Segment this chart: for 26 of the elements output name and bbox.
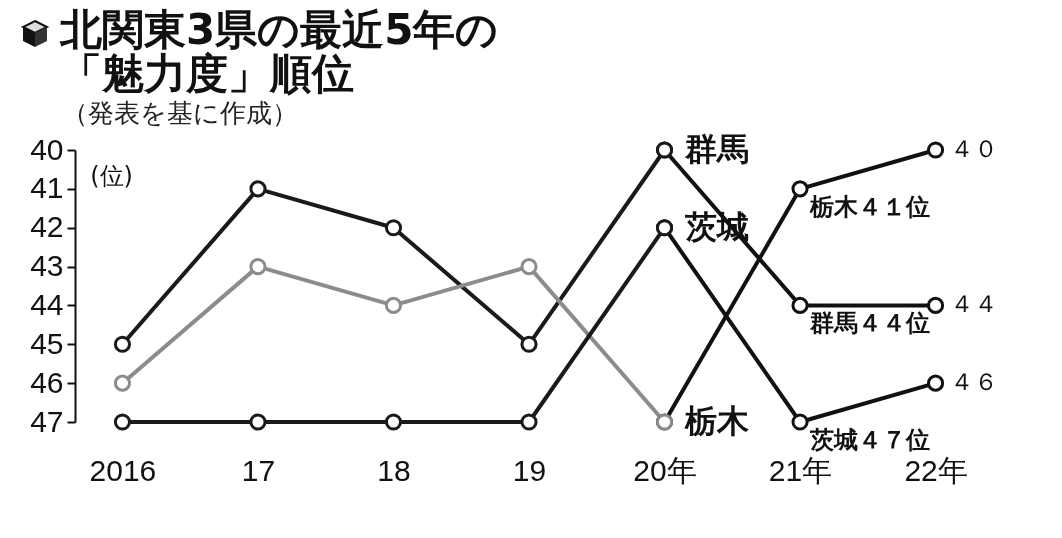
x-tick-label: 18 [377,453,411,487]
data-label: ４０ [949,135,998,163]
series-label: 栃木 [683,402,749,440]
data-label: 栃木４１位 [809,192,931,221]
x-tick-label: 22年 [904,453,968,487]
data-label: ４６ [949,368,998,397]
y-tick-label: 41 [30,171,64,205]
y-tick-label: 43 [30,249,64,283]
y-tick-label: 45 [30,326,64,360]
x-tick-label: 21年 [768,453,833,487]
y-axis-title: (位) [90,161,133,190]
series-label: 群馬 [683,130,749,168]
data-label: ４４ [949,290,998,319]
y-tick-label: 44 [30,287,64,321]
data-label: 茨城４７位 [809,426,931,454]
data-label: 群馬４４位 [809,309,931,338]
x-tick-label: 19 [512,453,547,487]
y-tick-label: 42 [30,210,64,244]
y-tick-label: 47 [30,404,64,438]
y-tick-label: 40 [30,132,64,166]
chart-title: 北関東3県の最近5年の「魅力度」順位 [60,5,500,98]
chart-subtitle: （発表を基に作成） [62,98,298,128]
y-tick-label: 46 [30,365,64,399]
x-tick-label: 20年 [633,453,697,487]
x-tick-label: 17 [241,453,276,487]
x-tick-label: 2016 [89,453,157,487]
